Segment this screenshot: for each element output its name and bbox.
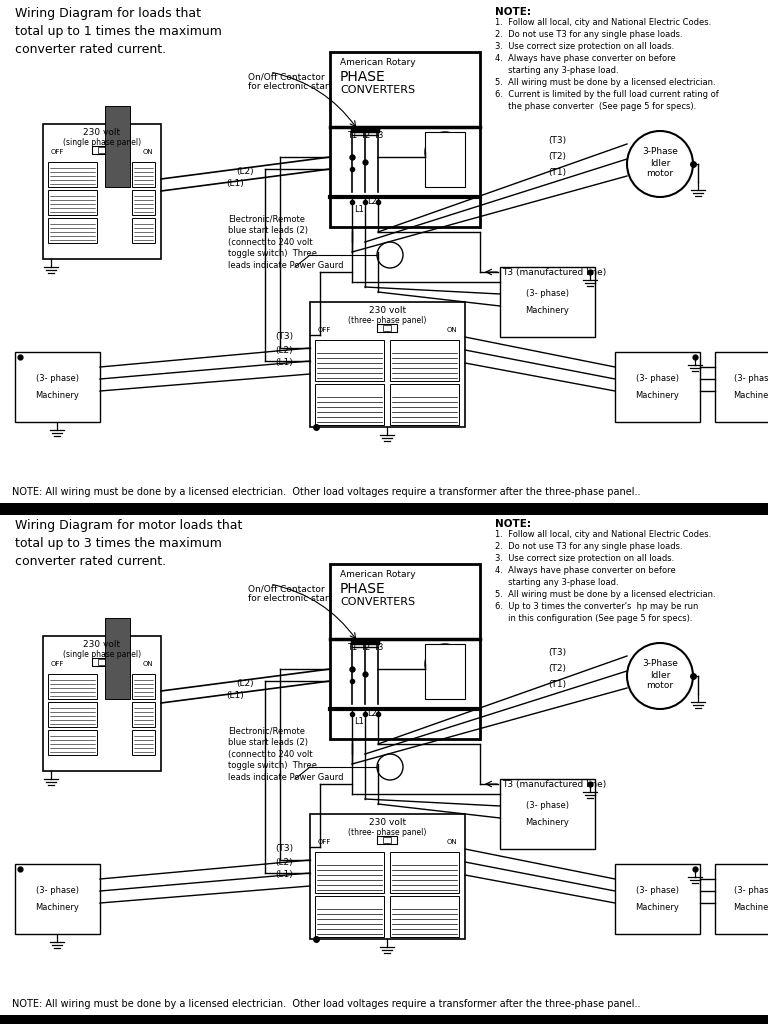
- Bar: [48, 190, 97, 215]
- Text: (L2): (L2): [276, 345, 293, 354]
- Text: Machinery: Machinery: [636, 391, 680, 400]
- Text: On/Off Contactor
for electronic start: On/Off Contactor for electronic start: [248, 72, 333, 91]
- Bar: [0, 1015, 768, 1024]
- Text: Machinery: Machinery: [636, 903, 680, 912]
- Bar: [330, 52, 480, 227]
- Text: OFF: OFF: [318, 839, 331, 845]
- Text: (T1): (T1): [548, 168, 566, 176]
- Text: 1.  Follow all local, city and National Electric Codes.: 1. Follow all local, city and National E…: [495, 530, 711, 539]
- Text: 3-Phase: 3-Phase: [642, 147, 678, 157]
- Bar: [310, 302, 465, 427]
- Bar: [92, 658, 112, 666]
- Circle shape: [377, 242, 403, 268]
- Text: starting any 3-phase load.: starting any 3-phase load.: [495, 578, 619, 587]
- Text: ON: ON: [447, 839, 458, 845]
- Text: OFF: OFF: [318, 327, 331, 333]
- Text: T3: T3: [372, 643, 383, 652]
- Text: (T2): (T2): [548, 664, 566, 673]
- Text: PHASE: PHASE: [340, 70, 386, 84]
- Bar: [132, 162, 155, 187]
- Text: Electronic/Remote
blue start leads (2)
(connect to 240 volt
toggle switch)  Thre: Electronic/Remote blue start leads (2) (…: [228, 726, 343, 782]
- Bar: [48, 730, 97, 755]
- Bar: [383, 325, 391, 331]
- Text: T1: T1: [347, 643, 357, 652]
- Bar: [315, 340, 384, 381]
- Text: T3 (manufactured line): T3 (manufactured line): [502, 267, 606, 276]
- Text: (3- phase): (3- phase): [636, 886, 679, 895]
- Text: Idler: Idler: [650, 671, 670, 680]
- Bar: [48, 162, 97, 187]
- Text: Machinery: Machinery: [525, 306, 569, 315]
- Text: (L1): (L1): [226, 691, 244, 700]
- Text: 3-Phase: 3-Phase: [642, 659, 678, 669]
- Bar: [43, 124, 161, 259]
- Circle shape: [627, 643, 693, 709]
- Text: 2.  Do not use T3 for any single phase loads.: 2. Do not use T3 for any single phase lo…: [495, 542, 683, 551]
- Bar: [92, 146, 112, 154]
- Bar: [390, 340, 459, 381]
- Text: (L2): (L2): [237, 679, 253, 688]
- Text: Machinery: Machinery: [35, 903, 79, 912]
- Text: 230 volt: 230 volt: [369, 818, 406, 827]
- Text: L1: L1: [354, 717, 364, 725]
- Bar: [132, 218, 155, 243]
- Text: L2: L2: [367, 197, 377, 206]
- Text: (T1): (T1): [548, 680, 566, 688]
- Text: T2: T2: [360, 643, 370, 652]
- Bar: [715, 864, 768, 934]
- Text: Wiring Diagram for loads that
total up to 1 times the maximum
converter rated cu: Wiring Diagram for loads that total up t…: [15, 7, 222, 56]
- Text: 3.  Use correct size protection on all loads.: 3. Use correct size protection on all lo…: [495, 42, 674, 51]
- Bar: [48, 218, 97, 243]
- Bar: [105, 106, 130, 187]
- Text: (T2): (T2): [548, 152, 566, 161]
- Text: T3: T3: [372, 131, 383, 140]
- Text: motor: motor: [647, 682, 674, 690]
- Text: American Rotary: American Rotary: [340, 570, 415, 579]
- Bar: [315, 384, 384, 425]
- Text: NOTE: All wiring must be done by a licensed electrician.  Other load voltages re: NOTE: All wiring must be done by a licen…: [12, 999, 641, 1009]
- Bar: [425, 132, 465, 187]
- Bar: [315, 852, 384, 893]
- Text: NOTE: All wiring must be done by a licensed electrician.  Other load voltages re: NOTE: All wiring must be done by a licen…: [12, 487, 641, 497]
- Bar: [132, 702, 155, 727]
- Circle shape: [425, 132, 465, 172]
- Circle shape: [377, 754, 403, 780]
- Text: (L1): (L1): [226, 179, 244, 188]
- Text: 4.  Always have phase converter on before: 4. Always have phase converter on before: [495, 54, 676, 63]
- Text: (L1): (L1): [275, 358, 293, 368]
- Text: (L1): (L1): [275, 870, 293, 880]
- Text: starting any 3-phase load.: starting any 3-phase load.: [495, 66, 619, 75]
- Bar: [48, 674, 97, 699]
- Text: (3- phase): (3- phase): [36, 886, 79, 895]
- Text: NOTE:: NOTE:: [495, 7, 531, 17]
- Bar: [15, 352, 100, 422]
- Text: (three- phase panel): (three- phase panel): [349, 828, 427, 837]
- Text: CONVERTERS: CONVERTERS: [340, 85, 415, 95]
- Text: American Rotary: American Rotary: [340, 58, 415, 67]
- Bar: [43, 636, 161, 771]
- Text: T1: T1: [347, 131, 357, 140]
- Bar: [0, 503, 768, 512]
- Text: 1.  Follow all local, city and National Electric Codes.: 1. Follow all local, city and National E…: [495, 18, 711, 27]
- Bar: [390, 852, 459, 893]
- Text: Machinery: Machinery: [525, 818, 569, 827]
- Text: ON: ON: [143, 662, 154, 667]
- Text: (3- phase): (3- phase): [733, 374, 768, 383]
- Bar: [377, 324, 397, 332]
- Text: OFF: OFF: [51, 150, 65, 155]
- Bar: [383, 837, 391, 843]
- Text: OFF: OFF: [51, 662, 65, 667]
- Text: (three- phase panel): (three- phase panel): [349, 316, 427, 325]
- Bar: [390, 384, 459, 425]
- Text: NOTE:: NOTE:: [495, 519, 531, 529]
- Bar: [390, 896, 459, 937]
- Text: (L2): (L2): [237, 167, 253, 176]
- Text: Machinery: Machinery: [733, 391, 768, 400]
- Bar: [98, 147, 106, 153]
- Text: 4.  Always have phase converter on before: 4. Always have phase converter on before: [495, 566, 676, 575]
- Text: (T3): (T3): [275, 333, 293, 341]
- Bar: [715, 352, 768, 422]
- Text: Machinery: Machinery: [733, 903, 768, 912]
- Bar: [48, 702, 97, 727]
- Bar: [615, 864, 700, 934]
